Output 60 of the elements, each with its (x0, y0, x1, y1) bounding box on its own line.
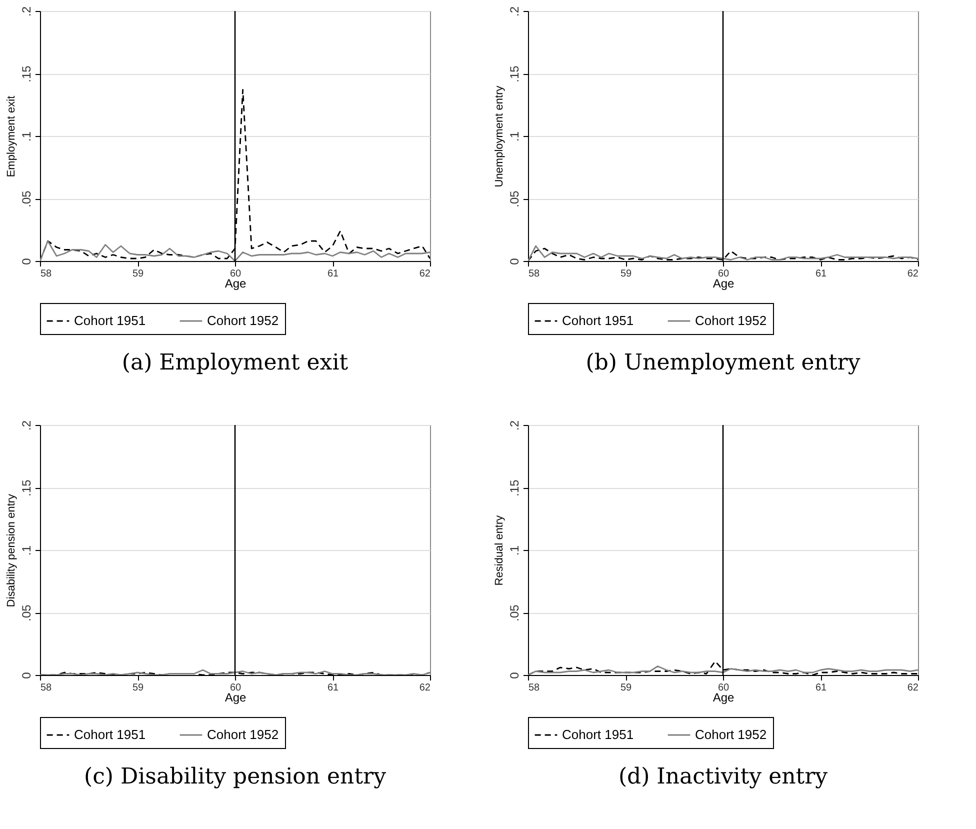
y-tick-label: .2 (508, 420, 522, 431)
x-tick-label: 61 (815, 682, 827, 694)
x-tick-label: 61 (327, 268, 339, 280)
y-tick-label: .1 (508, 131, 522, 142)
legend-label: Cohort 1952 (695, 313, 767, 328)
y-tick-label: .05 (508, 604, 522, 622)
y-tick-label: 0 (508, 672, 522, 679)
y-tick-label: .15 (20, 65, 34, 82)
y-tick-label: .05 (508, 190, 522, 208)
x-axis-title: Age (224, 276, 246, 290)
legend-label: Cohort 1951 (74, 727, 146, 742)
y-tick-label: .05 (20, 604, 34, 622)
x-tick-label: 60 (230, 268, 242, 280)
legend-label: Cohort 1952 (695, 727, 767, 742)
x-tick-label: 62 (907, 268, 919, 280)
x-tick-label: 59 (132, 682, 144, 694)
legend-label: Cohort 1952 (207, 727, 279, 742)
x-tick-label: 61 (815, 268, 827, 280)
x-tick-label: 61 (327, 682, 339, 694)
y-tick-label: 0 (508, 258, 522, 265)
x-tick-label: 60 (718, 268, 730, 280)
x-axis-title: Age (224, 690, 246, 704)
text: (a) Employment exit (122, 350, 348, 376)
y-tick-label: .15 (508, 65, 522, 82)
legend-label: Cohort 1951 (562, 727, 634, 742)
x-tick-label: 58 (528, 268, 540, 280)
y-tick-label: 0 (20, 258, 34, 265)
y-tick-label: .2 (20, 420, 34, 431)
x-tick-label: 58 (528, 682, 540, 694)
legend-label: Cohort 1951 (562, 313, 634, 328)
y-tick-label: .2 (508, 6, 522, 17)
x-axis-title: Age (712, 690, 734, 704)
y-tick-label: .15 (20, 479, 34, 496)
legend-label: Cohort 1951 (74, 313, 146, 328)
x-tick-label: 62 (419, 268, 431, 280)
legend-label: Cohort 1952 (207, 313, 279, 328)
text: (d) Inactivity entry (618, 764, 828, 790)
y-axis-title: Employment exit (6, 96, 18, 178)
x-tick-label: 58 (40, 268, 52, 280)
y-tick-label: .05 (20, 190, 34, 208)
x-tick-label: 59 (132, 268, 144, 280)
y-tick-label: .1 (20, 545, 34, 556)
x-axis-title: Age (712, 276, 734, 290)
x-tick-label: 59 (620, 682, 632, 694)
x-tick-label: 60 (718, 682, 730, 694)
y-axis-title: Residual entry (494, 514, 506, 586)
y-axis-title: Unemployment entry (494, 85, 506, 188)
y-tick-label: .1 (20, 131, 34, 142)
y-tick-label: .1 (508, 545, 522, 556)
x-tick-label: 62 (907, 682, 919, 694)
x-tick-label: 62 (419, 682, 431, 694)
y-tick-label: .15 (508, 479, 522, 496)
x-tick-label: 59 (620, 268, 632, 280)
y-axis-title: Disability pension entry (6, 493, 18, 608)
x-tick-label: 58 (40, 682, 52, 694)
text: (b) Unemployment entry (586, 350, 861, 376)
text: (c) Disability pension entry (84, 764, 387, 790)
y-tick-label: .2 (20, 6, 34, 17)
y-tick-label: 0 (20, 672, 34, 679)
x-tick-label: 60 (230, 682, 242, 694)
